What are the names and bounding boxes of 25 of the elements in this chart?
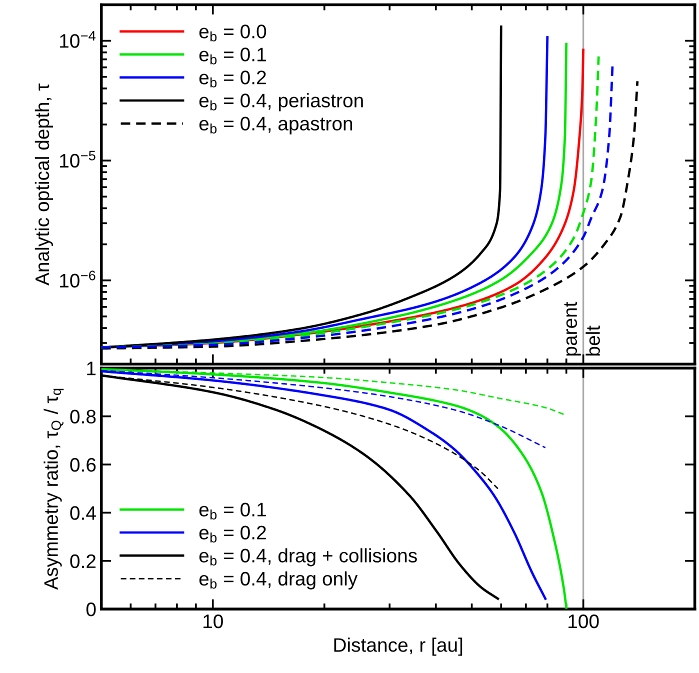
legend-label: e$_{b}$ = 0.4, apastron bbox=[199, 116, 352, 134]
y-tick-label: 0.6 bbox=[70, 458, 96, 472]
y-tick-label: 10$^{−6}$ bbox=[60, 270, 96, 288]
y-tick-label: 0.8 bbox=[70, 410, 96, 424]
y-tick-label: 0.2 bbox=[70, 554, 96, 568]
y-tick-label: 0 bbox=[86, 602, 96, 616]
legend-label: e$_{b}$ = 0.1 bbox=[199, 502, 266, 520]
x-axis-title: Distance, r [au] bbox=[334, 638, 462, 656]
legend-label: e$_{b}$ = 0.2 bbox=[199, 70, 266, 88]
y-axis-title: Analytic optical depth, τ bbox=[34, 83, 54, 286]
annotation: parent bbox=[564, 302, 581, 356]
legend-label: e$_{b}$ = 0.4, drag + collisions bbox=[199, 548, 417, 566]
y-tick-label: 10$^{−5}$ bbox=[60, 150, 96, 168]
y-tick-label: 1 bbox=[87, 362, 96, 376]
y-axis-title: Asymmetry ratio, τ$_{Q}$ / τ$_{q}$ bbox=[44, 388, 64, 590]
legend-label: e$_{b}$ = 0.4, drag only bbox=[199, 571, 358, 590]
legend-label: e$_{b}$ = 0.1 bbox=[199, 48, 266, 64]
y-tick-label: 10$^{−4}$ bbox=[60, 31, 96, 48]
legend-label: e$_{b}$ = 0.2 bbox=[199, 526, 266, 542]
x-tick-label: 10 bbox=[204, 614, 223, 628]
legend-label: e$_{b}$ = 0.0 bbox=[199, 24, 266, 42]
y-tick-label: 0.4 bbox=[70, 506, 96, 520]
annotation: belt bbox=[586, 326, 600, 356]
legend-label: e$_{b}$ = 0.4, periastron bbox=[199, 93, 363, 112]
x-tick-label: 100 bbox=[568, 614, 599, 628]
